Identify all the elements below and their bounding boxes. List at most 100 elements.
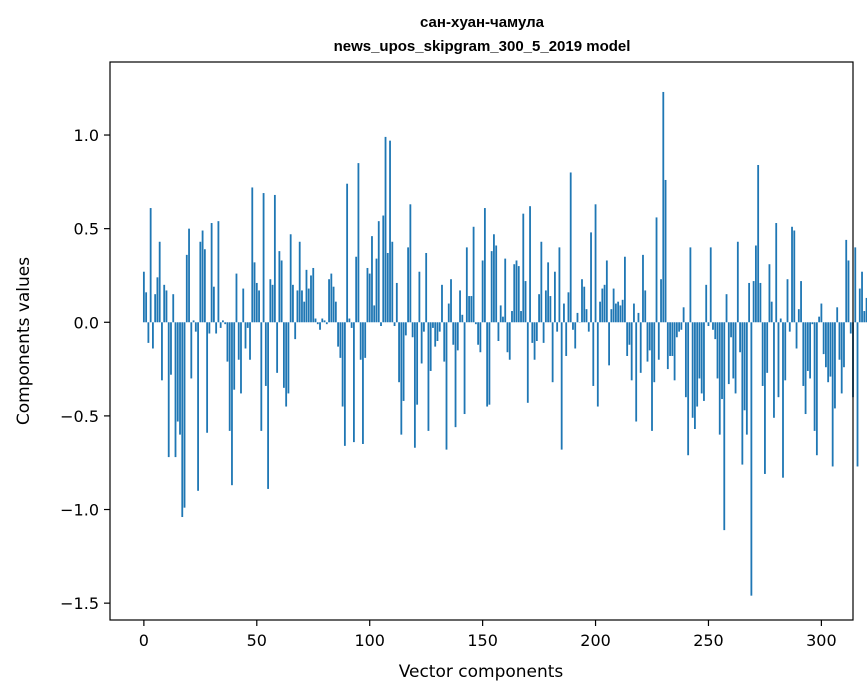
bar-component-168	[522, 213, 525, 323]
bar-component-215	[628, 322, 631, 345]
bar-component-281	[777, 322, 780, 398]
bar-component-103	[375, 258, 378, 323]
bar-component-301	[822, 322, 825, 355]
bar-component-46	[246, 322, 249, 328]
bar-component-298	[815, 322, 818, 456]
bar-component-93	[353, 322, 355, 443]
bar-component-144	[468, 296, 470, 323]
bar-component-67	[294, 322, 297, 340]
bar-component-147	[474, 322, 477, 325]
bar-component-237	[678, 322, 681, 332]
bar-component-58	[273, 194, 276, 323]
bar-component-14	[174, 322, 177, 458]
bar-component-0	[142, 271, 145, 323]
bar-component-21	[190, 322, 193, 379]
bar-component-297	[813, 322, 816, 431]
bar-component-172	[531, 322, 534, 343]
bar-component-95	[357, 163, 360, 323]
bar-component-269	[750, 322, 753, 596]
bar-component-312	[847, 260, 850, 323]
bar-component-291	[800, 281, 802, 323]
bar-component-207	[610, 309, 613, 323]
bar-component-183	[556, 322, 559, 332]
bar-component-242	[689, 247, 692, 323]
bar-component-279	[773, 322, 775, 418]
bar-component-282	[779, 318, 782, 323]
bar-component-275	[764, 322, 766, 474]
bar-component-318	[861, 271, 863, 323]
bar-component-51	[258, 290, 260, 323]
x-axis-label: Vector components	[399, 662, 564, 682]
bar-component-232	[666, 322, 669, 370]
bar-component-116	[404, 322, 407, 336]
bar-component-186	[563, 303, 565, 323]
bar-component-283	[782, 322, 784, 478]
bar-component-55	[267, 322, 269, 489]
bar-component-99	[366, 267, 369, 323]
bar-component-87	[339, 322, 342, 358]
bar-component-293	[804, 322, 807, 415]
bar-component-2	[147, 322, 150, 343]
bar-component-266	[743, 322, 746, 411]
bar-component-305	[831, 322, 834, 467]
y-tick-label: −0.5	[60, 407, 99, 426]
bar-component-304	[829, 322, 832, 377]
y-axis-label: Components values	[14, 257, 34, 425]
bar-component-224	[648, 322, 651, 351]
bar-component-56	[269, 279, 272, 323]
bar-component-132	[441, 284, 443, 323]
bar-component-41	[235, 273, 238, 323]
bar-component-212	[621, 299, 624, 323]
bar-component-233	[669, 322, 671, 356]
bar-component-146	[472, 226, 475, 323]
bar-component-180	[549, 296, 552, 323]
bar-component-290	[797, 309, 800, 323]
bar-component-177	[542, 322, 545, 343]
bar-component-155	[493, 234, 495, 323]
bar-component-261	[732, 322, 735, 379]
bar-component-65	[289, 234, 292, 323]
bar-component-30	[210, 223, 213, 323]
bar-component-73	[307, 288, 310, 323]
bar-component-1	[145, 292, 148, 323]
bar-component-121	[416, 322, 419, 405]
bar-component-123	[420, 322, 423, 364]
bar-component-6	[156, 277, 159, 323]
bar-component-70	[301, 290, 303, 323]
bar-component-270	[752, 281, 755, 323]
x-tick-label: 150	[467, 631, 498, 650]
bar-component-83	[330, 273, 333, 323]
bar-component-202	[599, 301, 601, 323]
bar-component-250	[707, 322, 710, 327]
bar-component-42	[237, 322, 240, 360]
bar-component-159	[502, 316, 504, 323]
bar-component-45	[244, 322, 247, 349]
bar-component-248	[703, 322, 705, 401]
bar-component-88	[341, 322, 344, 407]
bar-component-35	[222, 320, 224, 323]
bar-component-287	[791, 226, 793, 323]
bar-component-40	[233, 322, 236, 390]
bar-component-126	[427, 322, 430, 431]
bar-component-216	[630, 322, 633, 381]
bar-component-309	[840, 322, 843, 394]
bar-component-267	[745, 322, 748, 435]
bar-component-246	[698, 322, 701, 379]
bar-component-22	[192, 320, 195, 323]
bar-component-174	[535, 322, 538, 341]
bar-component-184	[558, 247, 561, 323]
x-tick-label: 50	[247, 631, 267, 650]
bar-component-69	[298, 241, 301, 323]
bar-component-254	[716, 322, 719, 379]
bar-component-92	[350, 322, 353, 328]
y-axis: −1.5 −1.0 −0.5 0.0 0.5 1.0	[60, 126, 110, 613]
bar-component-220	[639, 322, 642, 373]
bar-component-280	[775, 223, 778, 323]
bar-component-136	[450, 279, 452, 323]
bar-series	[142, 91, 867, 596]
bar-component-100	[368, 273, 371, 323]
bar-component-217	[633, 303, 635, 323]
bar-component-44	[242, 288, 245, 323]
bar-component-102	[373, 305, 376, 323]
